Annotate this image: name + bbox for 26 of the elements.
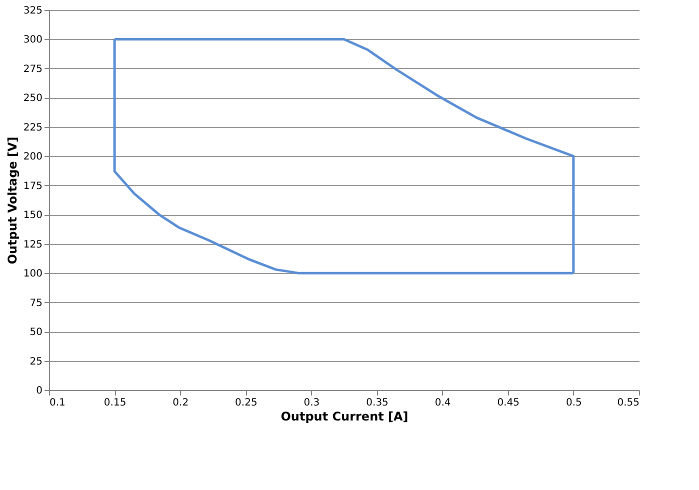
y-tick-label: 175 — [23, 180, 42, 192]
y-tick-label: 75 — [30, 298, 42, 309]
y-tick-label: 275 — [23, 64, 42, 75]
y-tick-label: 325 — [23, 6, 42, 16]
x-tick-label: 0.25 — [235, 398, 258, 408]
x-axis-title: Output Current [A] — [280, 410, 408, 424]
y-tick-label: 100 — [23, 268, 42, 280]
y-tick-label: 150 — [23, 210, 42, 222]
y-tick-label: 225 — [23, 122, 42, 134]
y-tick-label: 250 — [23, 93, 42, 104]
x-tick-label: 0.5 — [566, 398, 582, 408]
y-tick-label: 0 — [36, 386, 42, 396]
x-tick-label: 0.45 — [497, 398, 520, 408]
y-tick-label: 25 — [30, 356, 42, 368]
x-tick-label: 0.55 — [617, 398, 640, 408]
y-tick-label: 50 — [30, 327, 42, 338]
x-tick-label: 0.1 — [50, 398, 66, 408]
y-tick-label: 200 — [23, 152, 42, 163]
x-tick-label: 0.4 — [434, 398, 451, 408]
x-tick-label: 0.3 — [304, 398, 320, 408]
y-tick-label: 300 — [23, 34, 42, 46]
y-axis-title: Output Voltage [V] — [5, 136, 20, 264]
x-tick-label: 0.15 — [104, 398, 126, 408]
x-tick-label: 0.2 — [172, 398, 189, 408]
x-tick-label: 0.35 — [366, 398, 388, 408]
y-tick-label: 125 — [23, 239, 42, 250]
